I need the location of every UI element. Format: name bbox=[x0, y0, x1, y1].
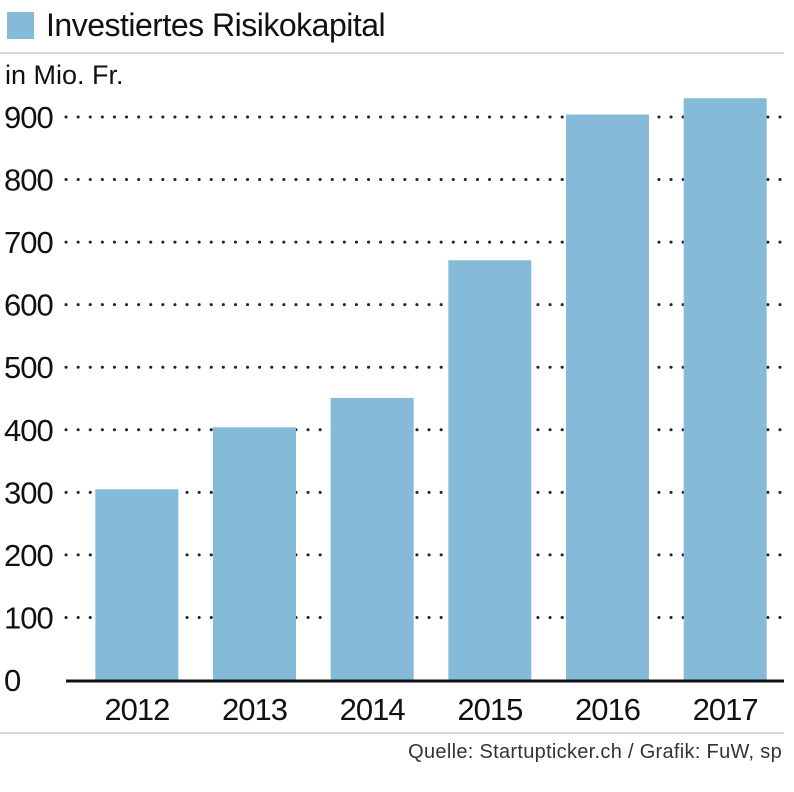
y-tick-label: 700 bbox=[4, 225, 53, 260]
legend-label: Investiertes Risikokapital bbox=[46, 6, 386, 43]
top-divider bbox=[0, 52, 784, 54]
x-tick-label: 2014 bbox=[340, 692, 406, 727]
bar bbox=[566, 114, 649, 680]
y-tick-label: 300 bbox=[4, 475, 53, 510]
y-tick-label: 100 bbox=[4, 600, 53, 635]
y-tick-label: 400 bbox=[4, 413, 53, 448]
y-tick-label: 800 bbox=[4, 163, 53, 198]
legend: Investiertes Risikokapital bbox=[7, 6, 386, 44]
y-axis-unit-label: in Mio. Fr. bbox=[5, 60, 124, 90]
x-tick-label: 2012 bbox=[104, 692, 169, 727]
legend-swatch bbox=[7, 11, 34, 39]
y-tick-label: 500 bbox=[4, 350, 53, 385]
y-tick-label: 600 bbox=[4, 288, 53, 323]
bar bbox=[213, 427, 296, 680]
bar bbox=[95, 489, 179, 680]
x-tick-label: 2016 bbox=[575, 692, 640, 727]
x-tick-label: 2015 bbox=[457, 692, 522, 727]
bar bbox=[448, 260, 532, 680]
y-tick-label: 200 bbox=[4, 538, 53, 573]
bar bbox=[330, 397, 414, 680]
bottom-divider bbox=[0, 732, 784, 734]
y-tick-label: 900 bbox=[4, 100, 53, 135]
x-tick-label: 2013 bbox=[222, 692, 287, 727]
source-note: Quelle: Startupticker.ch / Grafik: FuW, … bbox=[408, 741, 782, 763]
bar bbox=[683, 98, 767, 680]
x-tick-label: 2017 bbox=[693, 692, 758, 727]
y-tick-label: 0 bbox=[4, 663, 21, 698]
